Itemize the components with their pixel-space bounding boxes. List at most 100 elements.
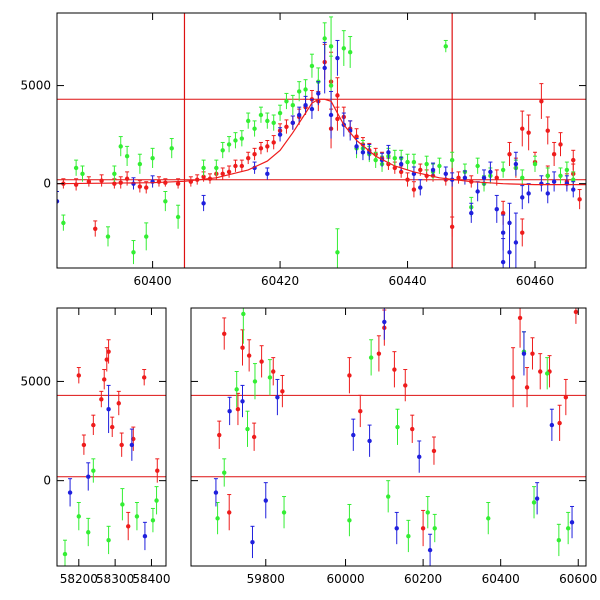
blue-data-point <box>521 351 527 356</box>
red-data-point <box>571 157 576 163</box>
red-data-point <box>376 351 382 356</box>
green-data-point <box>395 424 400 430</box>
red-data-point <box>551 152 557 157</box>
green-data-point <box>309 63 315 69</box>
red-data-point <box>405 177 410 182</box>
blue-data-point <box>418 185 423 190</box>
green-data-point <box>252 126 257 131</box>
blue-data-point <box>354 144 359 149</box>
blue-data-point <box>526 191 531 196</box>
red-data-point <box>420 526 426 531</box>
green-data-point <box>406 534 411 539</box>
green-data-point <box>500 167 506 173</box>
blue-data-point <box>386 150 391 155</box>
top-panel-frame <box>56 12 587 269</box>
green-data-point <box>214 165 219 171</box>
blue-data-point <box>240 399 245 404</box>
blue-data-point <box>569 520 575 525</box>
red-data-point <box>246 155 251 161</box>
blue-data-point <box>263 498 268 503</box>
red-data-point <box>456 175 461 180</box>
red-data-point <box>431 448 437 454</box>
red-data-point <box>235 407 241 412</box>
green-data-point <box>545 371 550 376</box>
green-data-point <box>437 163 442 169</box>
green-data-point <box>73 165 79 171</box>
red-data-point <box>347 373 352 378</box>
green-data-point <box>80 171 85 177</box>
green-data-point <box>405 159 410 165</box>
green-data-point <box>296 89 302 94</box>
red-data-point <box>240 345 245 350</box>
red-data-point <box>510 375 516 380</box>
blue-data-point <box>67 490 73 495</box>
red-data-point <box>76 373 82 378</box>
green-data-point <box>226 142 232 147</box>
green-data-point <box>120 502 125 507</box>
red-data-point <box>539 99 544 104</box>
blue-data-point <box>129 442 135 448</box>
blue-data-point <box>417 454 422 460</box>
red-data-point <box>201 174 206 179</box>
red-data-point <box>265 144 270 149</box>
red-data-point <box>500 210 506 216</box>
green-data-point <box>290 102 296 108</box>
green-data-point <box>347 518 352 523</box>
red-data-point <box>530 351 535 356</box>
green-data-point <box>62 551 68 557</box>
blue-data-point <box>427 547 433 553</box>
green-data-point <box>222 470 227 475</box>
blue-data-point <box>394 526 399 531</box>
blue-data-point <box>494 206 499 212</box>
blue-data-point <box>430 167 436 173</box>
bottom-x-tick-label: 58200 <box>60 572 98 586</box>
red-data-point <box>538 369 543 374</box>
green-data-point <box>258 112 264 118</box>
red-data-point <box>563 395 569 400</box>
red-data-point <box>99 397 104 402</box>
green-data-point <box>239 136 245 141</box>
bottom-left-frame <box>56 307 167 567</box>
red-data-point <box>259 359 264 364</box>
green-data-point <box>449 157 455 163</box>
blue-data-point <box>443 171 448 177</box>
green-data-point <box>531 500 537 505</box>
red-data-point <box>573 309 579 315</box>
blue-data-point <box>201 201 206 206</box>
red-data-point <box>558 142 563 147</box>
green-data-point <box>252 379 258 384</box>
top-y-tick-label: 5000 <box>20 79 51 93</box>
green-data-point <box>425 510 430 515</box>
blue-data-point <box>462 175 468 180</box>
green-data-point <box>86 530 91 535</box>
red-data-point <box>284 124 289 129</box>
red-data-point <box>524 385 530 390</box>
red-data-point <box>233 163 238 169</box>
green-data-point <box>284 99 289 104</box>
bottom-x-tick-label: 58300 <box>96 572 134 586</box>
red-data-point <box>271 369 276 374</box>
bottom-x-tick-label: 60200 <box>404 572 442 586</box>
red-data-point <box>258 146 264 151</box>
green-data-point <box>241 311 246 317</box>
red-data-point <box>106 349 111 354</box>
red-data-point <box>102 377 107 382</box>
top-x-tick-label: 60460 <box>516 274 554 288</box>
red-data-point <box>124 176 130 181</box>
green-data-point <box>150 155 155 161</box>
red-data-point <box>520 126 525 131</box>
red-data-point <box>227 510 232 515</box>
top-x-tick-label: 60440 <box>388 274 426 288</box>
blue-data-point <box>488 169 493 175</box>
green-data-point <box>432 526 437 531</box>
green-data-point <box>558 173 563 179</box>
green-data-point <box>201 165 206 171</box>
red-data-point <box>280 389 285 394</box>
red-data-point <box>104 357 109 362</box>
red-data-point <box>175 181 181 186</box>
red-data-point <box>358 409 363 414</box>
red-data-point <box>557 420 562 426</box>
blue-data-point <box>398 161 404 167</box>
red-data-point <box>520 230 525 235</box>
red-data-point <box>507 152 512 157</box>
